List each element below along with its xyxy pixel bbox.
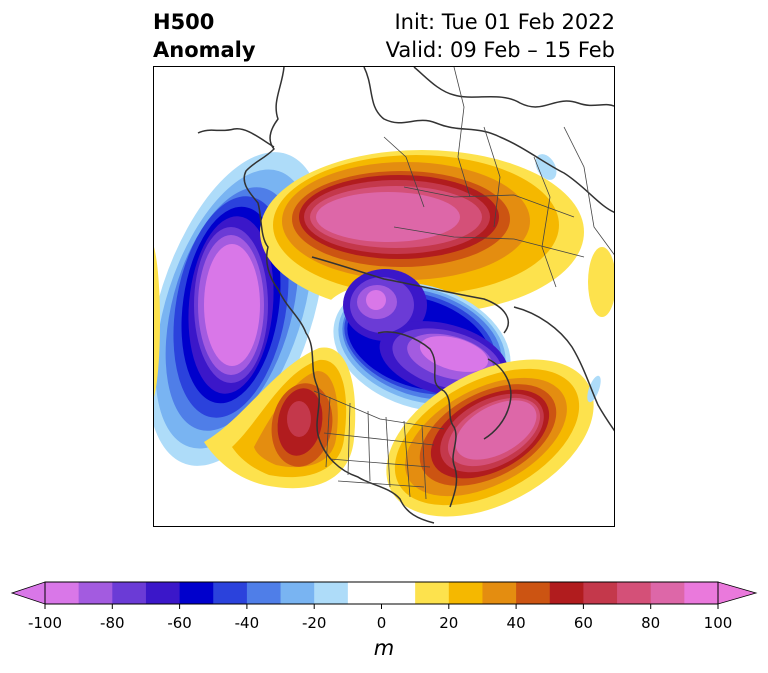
colorbar-segment: [549, 582, 584, 604]
colorbar-tick-label: 80: [641, 614, 661, 632]
colorbar-tick-label: -40: [234, 614, 260, 632]
colorbar-segment: [45, 582, 80, 604]
chart-title-left: H500 Anomaly: [153, 8, 256, 64]
colorbar-tick-label: 100: [703, 614, 733, 632]
colorbar-extend-high: [717, 581, 758, 605]
colorbar-segment: [415, 582, 450, 604]
colorbar-unit: m: [373, 636, 395, 660]
colorbar-segment: [145, 582, 181, 604]
negative-anomaly-gulf-of-alaska: [154, 152, 325, 466]
colorbar-segment: [347, 582, 382, 604]
init-time: Init: Tue 01 Feb 2022: [394, 10, 615, 34]
colorbar-segment: [246, 582, 282, 604]
colorbar-segments: [45, 582, 719, 604]
colorbar-segment: [213, 582, 248, 604]
colorbar-extend-low: [10, 581, 46, 605]
colorbar-segment: [684, 582, 719, 604]
colorbar-tick-marks: [44, 604, 719, 609]
colorbar-segment: [617, 582, 652, 604]
colorbar-segment: [448, 582, 483, 604]
colorbar-segment: [314, 582, 349, 604]
valid-time: Valid: 09 Feb – 15 Feb: [385, 38, 615, 62]
colorbar-segment: [179, 582, 214, 604]
colorbar-segment: [280, 582, 315, 604]
colorbar-tick-label: -60: [167, 614, 192, 632]
colorbar-segment: [78, 582, 113, 604]
title-field: Anomaly: [153, 38, 256, 62]
title-variable: H500: [153, 10, 215, 34]
colorbar-segment: [482, 582, 517, 604]
map-panel: [153, 66, 615, 527]
colorbar-segment: [112, 582, 147, 604]
colorbar-tick-label: -80: [100, 614, 125, 632]
political-borders: [313, 67, 614, 500]
colorbar-segment: [583, 582, 618, 604]
colorbar-segment: [516, 582, 551, 604]
colorbar: [10, 581, 758, 609]
colorbar-tick-label: 0: [376, 614, 387, 632]
colorbar-tick-label: 20: [439, 614, 459, 632]
colorbar-tick-label: 40: [506, 614, 526, 632]
coastlines: [197, 67, 614, 524]
colorbar-tick-label: -20: [301, 614, 327, 632]
positive-anomaly-eurasia: [260, 150, 584, 314]
colorbar-segment: [650, 582, 685, 604]
colorbar-segment: [381, 582, 416, 604]
chart-title-right: Init: Tue 01 Feb 2022 Valid: 09 Feb – 15…: [386, 8, 615, 64]
colorbar-tick-label: -100: [27, 614, 63, 632]
colorbar-tick-label: 60: [573, 614, 593, 632]
anomaly-map: [154, 67, 614, 524]
